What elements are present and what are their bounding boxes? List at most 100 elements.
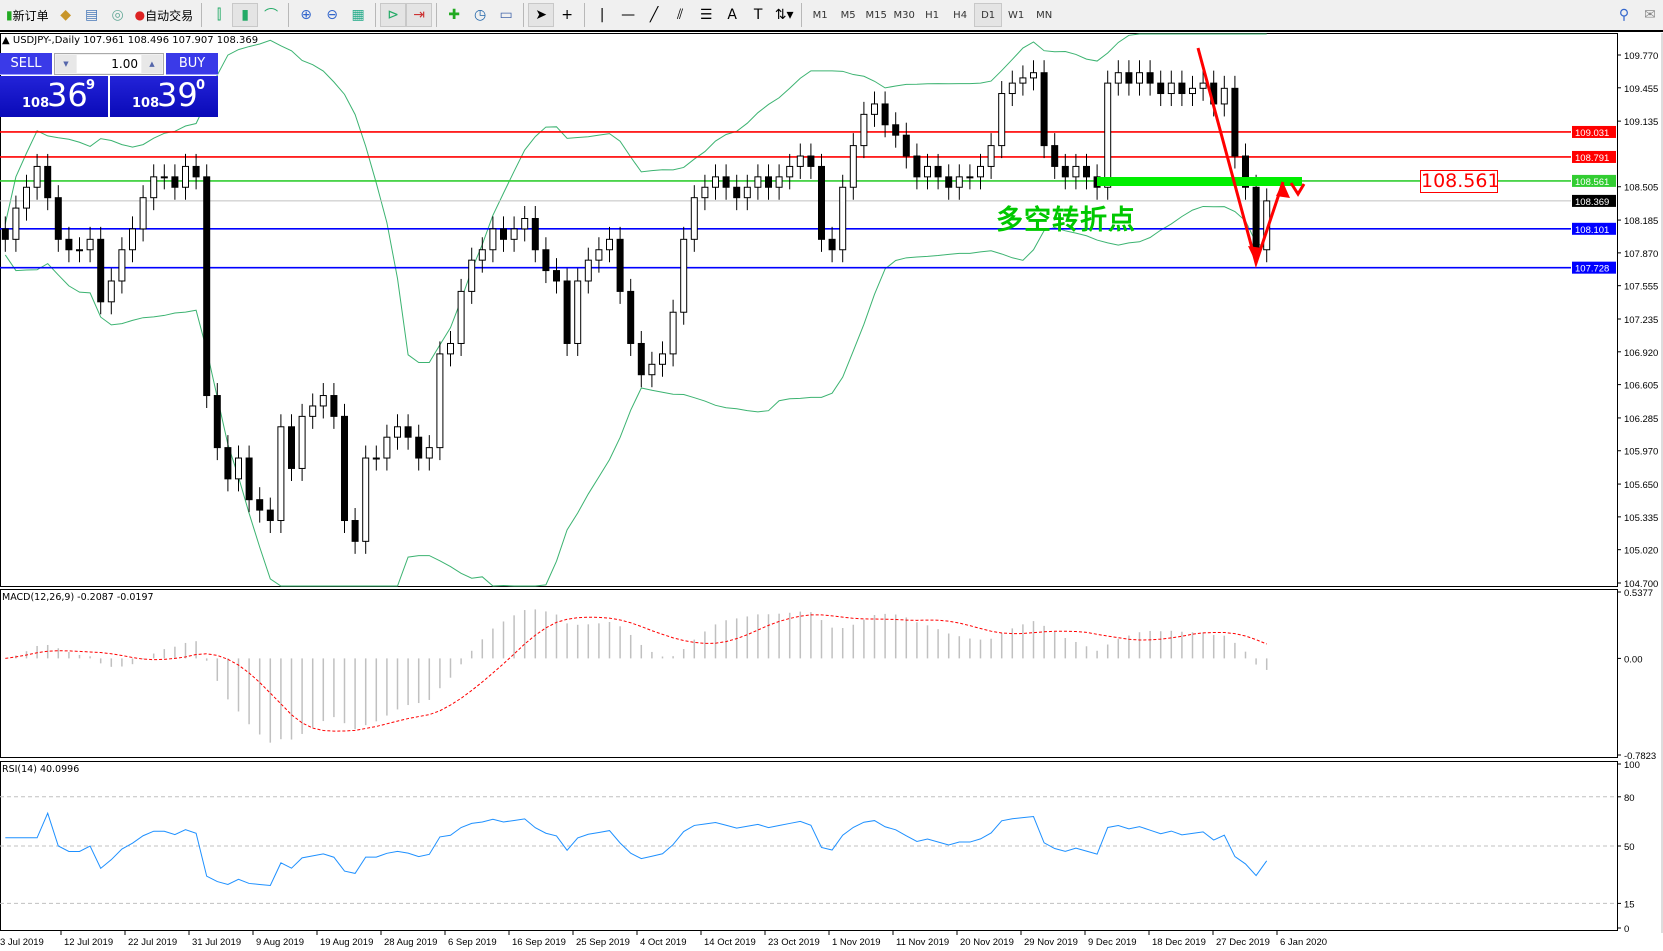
candle-body	[977, 165, 984, 178]
candle-body	[765, 176, 772, 188]
search-button[interactable]: ⚲	[1611, 3, 1637, 27]
candle-body	[478, 249, 486, 261]
auto-trading-button[interactable]: ● 自动交易	[134, 8, 194, 23]
tile-windows-button[interactable]: ▦	[345, 3, 371, 27]
candle-body	[1220, 87, 1228, 105]
small-arrow-icon	[1289, 182, 1306, 197]
support-zone-bar[interactable]	[1097, 177, 1302, 186]
date-label: 12 Jul 2019	[64, 937, 113, 948]
red-arrow-path[interactable]	[1196, 47, 1285, 269]
bar-chart-button[interactable]: ⫿	[206, 3, 232, 27]
rsi-tick-label: 15	[1624, 899, 1635, 910]
buy-price[interactable]: 108 39 0	[110, 76, 218, 117]
cursor-button[interactable]: ➤	[528, 3, 555, 27]
timeframe-d1[interactable]: D1	[974, 3, 1003, 27]
periods-button[interactable]: ◷	[467, 3, 493, 27]
candle-body	[383, 436, 391, 459]
template-icon: ▭	[499, 7, 513, 23]
candle-body	[1051, 145, 1059, 167]
tile-icon: ▦	[351, 7, 365, 23]
lot-size-input[interactable]: ▼ 1.00 ▲	[54, 53, 164, 75]
arrows-button[interactable]: ⇅▾	[771, 3, 797, 27]
candle-body	[1252, 186, 1260, 251]
candle-body	[606, 238, 613, 251]
horizontal-line-button[interactable]: —	[615, 3, 641, 27]
timeframe-w1[interactable]: W1	[1008, 9, 1025, 21]
trendline-button[interactable]: ╱	[641, 3, 667, 27]
timeframe-m15[interactable]: M15	[865, 9, 887, 21]
signals-button[interactable]: ◎	[105, 3, 131, 27]
chat-button[interactable]: ✉	[1637, 3, 1663, 27]
price-tick-label: 106.285	[1624, 414, 1658, 425]
candle-body	[1040, 72, 1048, 147]
candle-body	[542, 249, 550, 272]
candle-body	[680, 238, 688, 313]
macd-signal-line	[5, 614, 1267, 732]
sell-button[interactable]: SELL	[0, 53, 52, 75]
candle-body	[743, 186, 751, 199]
candle-body	[712, 176, 719, 188]
date-label: 25 Sep 2019	[576, 937, 630, 948]
candle-body	[1136, 72, 1143, 84]
level-tag-label: 108.791	[1575, 153, 1609, 164]
timeframe-m1[interactable]: M1	[812, 9, 828, 21]
buy-button[interactable]: BUY	[166, 53, 218, 75]
timeframe-mn[interactable]: MN	[1036, 9, 1053, 21]
zoom-out-button[interactable]: ⊖	[319, 3, 345, 27]
candle-body	[595, 249, 603, 261]
line-chart-button[interactable]: ⌒	[258, 3, 284, 27]
level-tag-bg	[1572, 125, 1616, 138]
text-button[interactable]: A	[719, 3, 745, 27]
label-button[interactable]: T	[745, 3, 771, 27]
chart-title: ▲ USDJPY-,Daily 107.961 108.496 107.907 …	[2, 35, 259, 46]
date-label: 11 Nov 2019	[896, 937, 949, 948]
fibonacci-button[interactable]: ☰	[693, 3, 719, 27]
date-label: 3 Jul 2019	[0, 937, 44, 948]
candle-body	[160, 176, 168, 179]
date-label: 31 Jul 2019	[192, 937, 241, 948]
candle-body	[648, 363, 656, 376]
timeframe-h1[interactable]: H1	[925, 9, 940, 21]
zoom-in-button[interactable]: ⊕	[293, 3, 319, 27]
new-order-button[interactable]: ▮ 新订单	[6, 8, 49, 23]
lot-decrease-button[interactable]: ▼	[56, 55, 76, 73]
auto-scroll-button[interactable]: ⊳	[380, 3, 407, 27]
templates-button[interactable]: ▭	[493, 3, 519, 27]
level-price-label[interactable]: 108.561	[1420, 170, 1500, 193]
candle-body	[690, 197, 698, 240]
price-tick-label: 105.020	[1624, 546, 1658, 557]
history-button[interactable]: ◆	[53, 3, 79, 27]
price-tick-label: 107.555	[1624, 282, 1658, 293]
candle-body	[171, 176, 179, 188]
price-tick-label: 107.235	[1624, 315, 1658, 326]
candle-body	[1199, 82, 1207, 89]
candle-body	[902, 134, 910, 157]
candlestick-button[interactable]: ▮	[232, 3, 259, 27]
candle-body	[584, 259, 592, 282]
vertical-line-button[interactable]: |	[589, 3, 615, 27]
crosshair-button[interactable]: +	[554, 3, 580, 27]
timeframe-m30[interactable]: M30	[893, 9, 915, 21]
candle-body	[468, 259, 476, 292]
candle-body	[627, 290, 635, 344]
candle-body	[722, 176, 730, 188]
sell-price[interactable]: 108 36 9	[0, 76, 108, 117]
channel-button[interactable]: ⫽	[667, 3, 693, 27]
chart-shift-button[interactable]: ⇥	[406, 3, 433, 27]
timeframe-m5[interactable]: M5	[840, 9, 856, 21]
chat-icon: ✉	[1644, 7, 1656, 23]
turning-point-annotation[interactable]: 多空转折点	[996, 205, 1136, 236]
indicators-button[interactable]: ✚	[441, 3, 467, 27]
timeframe-h4[interactable]: H4	[953, 9, 968, 21]
macd-pane-frame	[0, 589, 1618, 758]
lot-increase-button[interactable]: ▲	[142, 55, 162, 73]
fibonacci-icon: ☰	[699, 7, 713, 23]
scrollbar[interactable]	[1661, 33, 1663, 933]
market-watch-button[interactable]: ▤	[79, 3, 105, 27]
date-label: 19 Aug 2019	[320, 937, 373, 948]
level-tag-label: 108.561	[1575, 177, 1609, 188]
candle-body	[733, 186, 741, 199]
candle-body	[1146, 72, 1154, 84]
lot-value[interactable]: 1.00	[77, 55, 141, 73]
